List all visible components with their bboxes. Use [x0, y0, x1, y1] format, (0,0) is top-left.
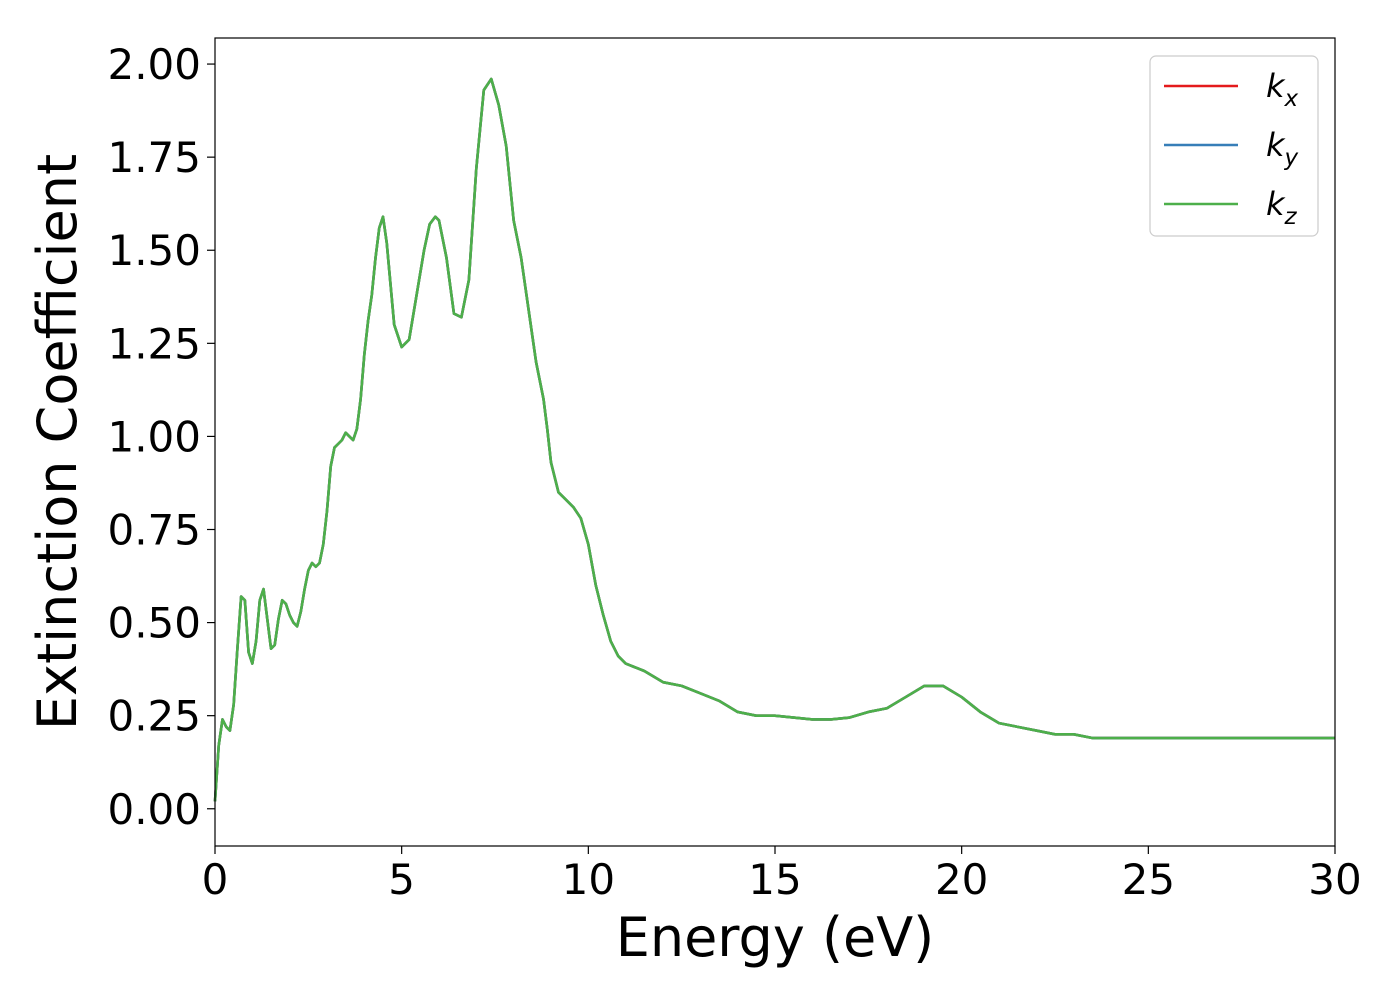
y-tick-label: 1.50 [107, 226, 201, 275]
legend-label-k_z: kz [1266, 185, 1298, 230]
x-tick-label: 20 [935, 855, 988, 904]
x-tick-label: 5 [388, 855, 415, 904]
plot-area-background [215, 38, 1335, 846]
y-tick-label: 0.75 [107, 506, 201, 555]
legend: kx ky kz [1149, 55, 1319, 237]
x-axis: 0 5 10 15 20 25 30 [202, 846, 1362, 904]
legend-label-k_x: kx [1266, 67, 1299, 112]
y-tick-label: 1.25 [107, 319, 201, 368]
x-tick-label: 15 [748, 855, 801, 904]
y-tick-label: 1.75 [107, 133, 201, 182]
y-axis: 0.00 0.25 0.50 0.75 1.00 1.25 1.50 1.75 2.00 [107, 40, 215, 834]
y-tick-label: 0.00 [107, 785, 201, 834]
x-tick-label: 10 [562, 855, 615, 904]
series-layer [213, 77, 1335, 802]
legend-label-k_y: ky [1266, 126, 1299, 171]
y-axis-title: Extinction Coefficient [26, 154, 89, 730]
series-line-k_z [213, 77, 1335, 802]
y-tick-label: 2.00 [107, 40, 201, 89]
y-tick-label: 1.00 [107, 412, 201, 461]
y-tick-label: 0.25 [107, 692, 201, 741]
x-tick-label: 0 [202, 855, 229, 904]
x-tick-label: 30 [1308, 855, 1361, 904]
x-axis-title: Energy (eV) [616, 906, 935, 969]
y-tick-label: 0.50 [107, 599, 201, 648]
x-tick-label: 25 [1122, 855, 1175, 904]
